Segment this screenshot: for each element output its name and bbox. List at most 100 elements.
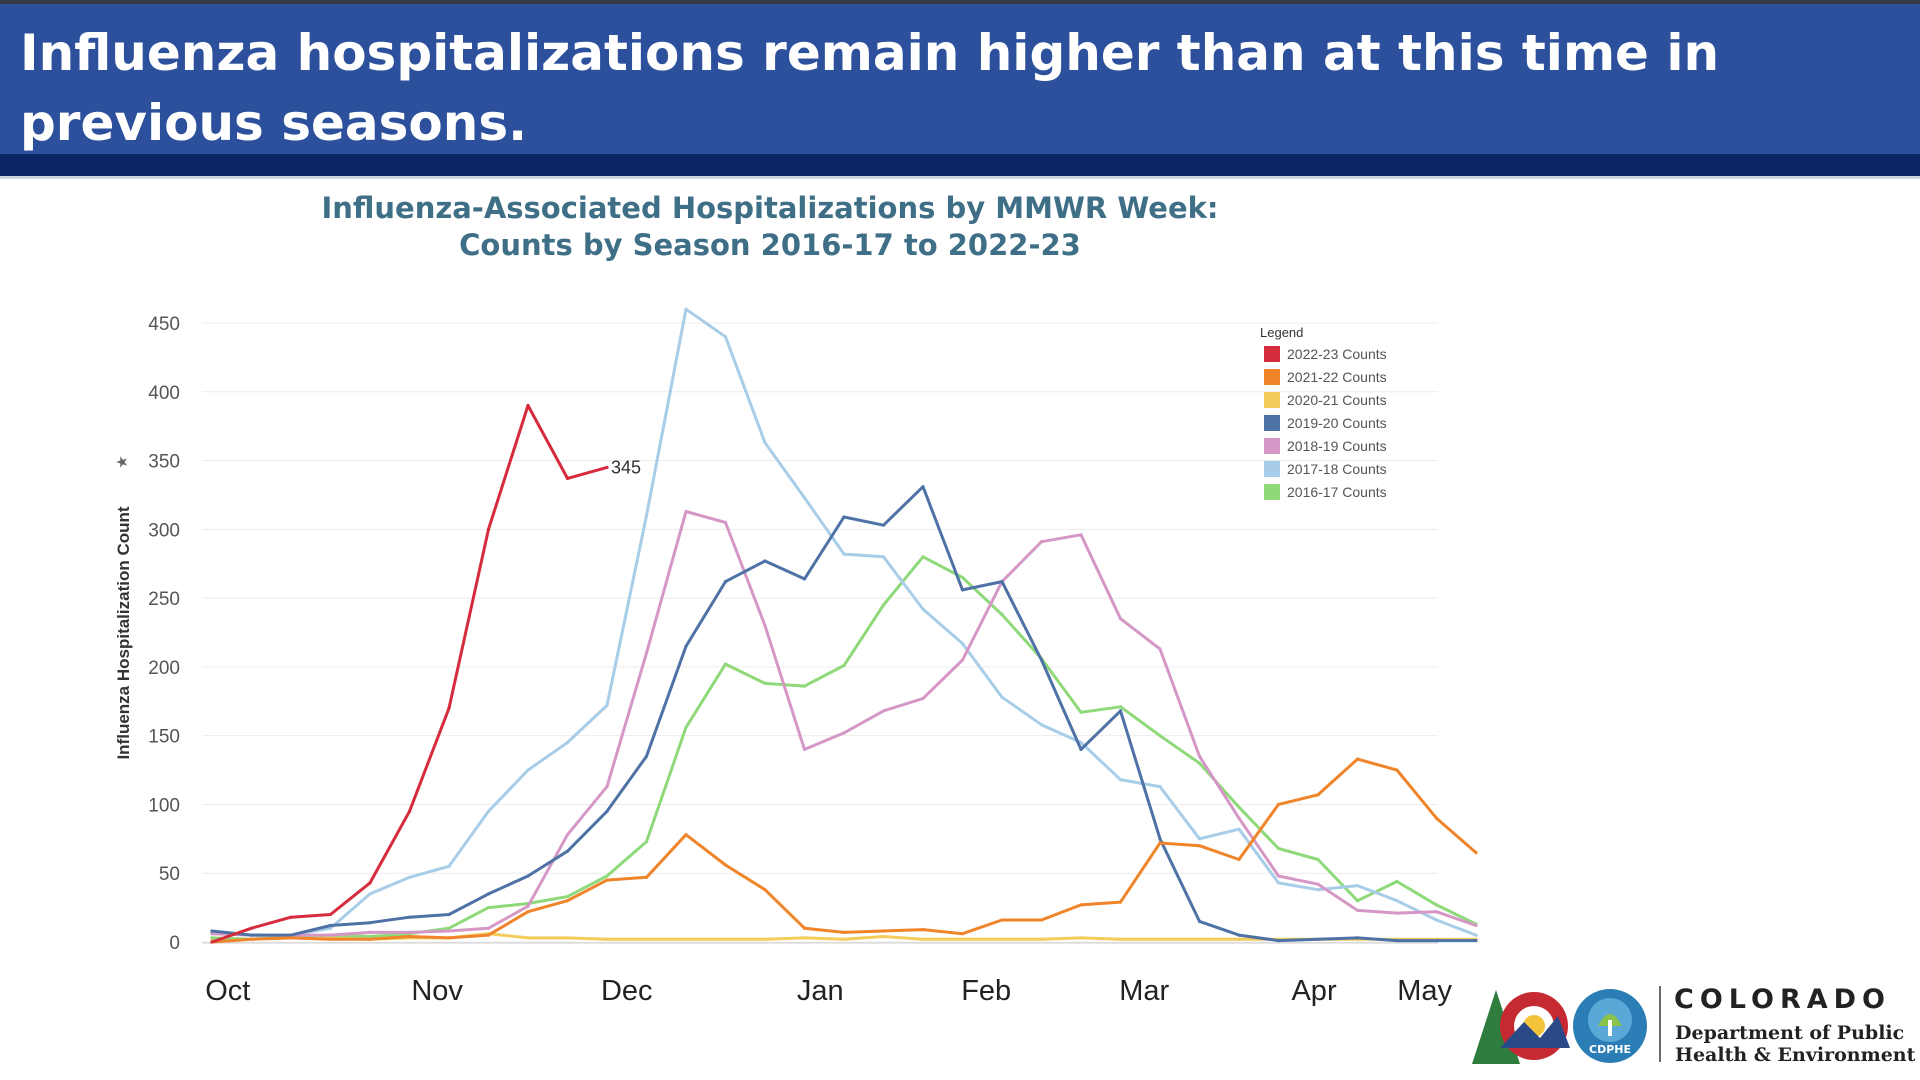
x-tick-label: Apr xyxy=(1291,975,1336,1007)
legend-swatch xyxy=(1264,438,1280,454)
data-point xyxy=(447,936,451,940)
data-point xyxy=(723,580,728,584)
data-point xyxy=(1197,837,1202,841)
data-point xyxy=(565,849,570,853)
data-point xyxy=(1000,580,1004,584)
data-point xyxy=(1197,844,1202,848)
data-point xyxy=(802,936,807,940)
data-point xyxy=(802,926,807,930)
data-point xyxy=(644,875,649,879)
data-point xyxy=(407,934,412,939)
data-point xyxy=(644,754,649,758)
data-point xyxy=(960,588,965,592)
data-point xyxy=(447,706,451,710)
data-point xyxy=(1434,910,1439,914)
series-line xyxy=(210,404,609,944)
data-point xyxy=(1158,837,1162,841)
series-2019-20 xyxy=(210,485,1478,943)
data-point xyxy=(684,307,688,311)
x-tick-label: Nov xyxy=(411,975,463,1007)
data-point xyxy=(289,933,293,937)
data-point xyxy=(1079,710,1083,714)
data-point xyxy=(723,662,728,666)
data-point xyxy=(842,552,846,556)
top-strip xyxy=(0,0,1920,4)
logo-divider xyxy=(1659,986,1661,1062)
y-tick-label: 200 xyxy=(148,658,180,679)
data-point xyxy=(1237,816,1241,820)
data-point xyxy=(1158,937,1162,941)
data-point xyxy=(526,936,530,940)
x-tick-label: May xyxy=(1397,975,1452,1007)
logo-department: Department of Public Health & Environmen… xyxy=(1675,1022,1915,1066)
data-point xyxy=(1474,939,1478,943)
data-point xyxy=(763,937,767,941)
data-point xyxy=(210,932,214,936)
data-point xyxy=(1237,933,1241,937)
data-point xyxy=(881,929,886,933)
data-point xyxy=(565,895,570,899)
data-point xyxy=(881,523,886,527)
data-point xyxy=(565,899,570,903)
data-point xyxy=(1118,937,1123,941)
legend-label: 2021-22 Counts xyxy=(1287,369,1387,385)
data-point xyxy=(1276,874,1281,878)
data-point xyxy=(960,575,965,580)
data-point xyxy=(1039,918,1044,922)
data-point xyxy=(486,906,491,910)
data-point xyxy=(960,658,965,662)
data-point xyxy=(881,555,886,559)
data-point xyxy=(605,874,609,878)
data-point xyxy=(1355,936,1360,940)
data-point xyxy=(684,644,688,648)
data-point xyxy=(1079,936,1083,940)
data-point xyxy=(1000,695,1004,699)
data-point xyxy=(565,476,570,481)
header-shadow xyxy=(0,176,1920,179)
legend-swatch xyxy=(1264,392,1280,408)
y-tick-label: 100 xyxy=(148,795,180,816)
data-point xyxy=(1276,939,1281,943)
data-point xyxy=(921,555,925,559)
data-point xyxy=(1276,802,1281,807)
logo-department-line1: Department of Public xyxy=(1675,1022,1905,1044)
pin-icon: ★ xyxy=(113,455,131,468)
data-point xyxy=(1118,617,1123,621)
chart-title-line1: Influenza-Associated Hospitalizations by… xyxy=(321,191,1219,225)
series-2022-23 xyxy=(210,403,609,944)
y-tick-label: 300 xyxy=(148,520,180,541)
data-point xyxy=(1000,613,1004,617)
y-tick-label: 400 xyxy=(148,383,180,404)
data-point xyxy=(723,335,728,339)
data-point xyxy=(407,875,412,879)
logo-department-line2: Health & Environment xyxy=(1675,1044,1916,1066)
series-line xyxy=(210,510,1478,937)
data-point xyxy=(328,937,333,941)
x-tick-label: Feb xyxy=(961,975,1011,1007)
data-point xyxy=(1197,919,1202,923)
data-point xyxy=(1276,846,1281,851)
data-point xyxy=(921,928,925,932)
data-point xyxy=(1316,857,1320,862)
legend-swatch xyxy=(1264,461,1280,477)
data-point xyxy=(1000,918,1004,922)
data-point xyxy=(842,930,846,934)
data-point xyxy=(1395,768,1399,772)
last-value-annotation: 345 xyxy=(611,457,641,477)
chart-title-line2: Counts by Season 2016-17 to 2022-23 xyxy=(459,228,1081,262)
header-band xyxy=(0,154,1920,176)
data-point xyxy=(684,937,688,941)
data-point xyxy=(842,515,846,519)
data-point xyxy=(644,839,649,844)
data-point xyxy=(605,937,609,941)
legend-label: 2019-20 Counts xyxy=(1287,415,1387,431)
data-point xyxy=(210,929,214,933)
data-point xyxy=(605,784,609,789)
data-point xyxy=(1395,879,1399,884)
legend: Legend 2022-23 Counts 2021-22 Counts 2020-2… xyxy=(1260,325,1387,500)
y-tick-label: 450 xyxy=(148,314,180,335)
data-point xyxy=(447,926,451,930)
data-point xyxy=(1395,899,1399,903)
legend-label: 2016-17 Counts xyxy=(1287,484,1387,500)
